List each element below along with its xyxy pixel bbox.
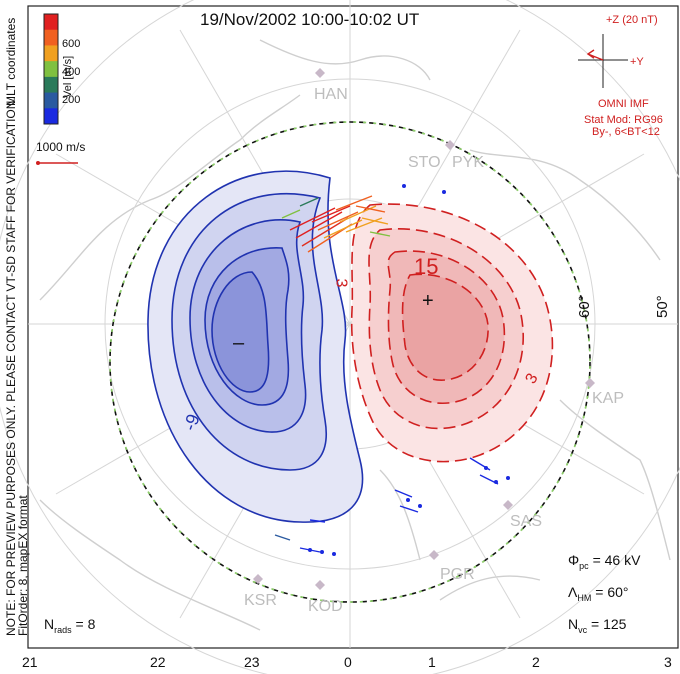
lambda-subscript: HM (577, 592, 592, 603)
color-scale-block (44, 29, 58, 46)
fit-order-note: FitOrder: 8, mapEX format (16, 495, 30, 636)
station-label: PGR (440, 566, 475, 583)
mlt-tick: 22 (150, 654, 166, 670)
nvc-subscript: vc (578, 624, 588, 635)
imf-condition: By-, 6<BT<12 (592, 126, 660, 138)
imf-model: Stat Mod: RG96 (584, 114, 663, 126)
color-scale-tick: 200 (62, 94, 81, 106)
vector-origins (308, 184, 510, 556)
color-scale-block (44, 108, 58, 125)
mlt-tick: 21 (22, 654, 38, 670)
station-label: PYK (452, 154, 485, 171)
latitude-label: 60° (576, 295, 593, 318)
mlt-tick: 1 (428, 654, 436, 670)
color-scale-block (44, 61, 58, 78)
cross-polar-potential: Φpc = 46 kV (568, 552, 640, 571)
potential-min-marker: – (233, 332, 245, 354)
coordinate-system-label: MLT coordinates (4, 17, 18, 106)
station-label: KAP (592, 390, 625, 407)
station-label: KOD (308, 598, 343, 615)
phi-symbol: Φ (568, 552, 580, 568)
map-title: 19/Nov/2002 10:00-10:02 UT (200, 10, 420, 29)
negative-potential-cell (147, 170, 364, 523)
color-scale-block (44, 45, 58, 62)
latitude-label: 50° (654, 295, 671, 318)
station-label: KSR (244, 592, 277, 609)
imf-source: OMNI IMF (598, 98, 649, 110)
lambda-value: = 60° (595, 584, 629, 600)
radar-count: Nrads = 8 (44, 616, 95, 635)
imf-z-label: +Z (20 nT) (606, 14, 658, 26)
station-label: HAN (314, 86, 348, 103)
color-scale-tick: 600 (62, 38, 81, 50)
potential-max-marker: + (422, 290, 434, 312)
heppner-maynard-boundary (109, 121, 591, 603)
station-label: STO (408, 154, 441, 171)
station-markers (253, 68, 595, 590)
boundary-fit-points (109, 121, 591, 603)
imf-y-label: +Y (630, 56, 644, 68)
nrads-value: = 8 (75, 616, 96, 632)
contour-label-positive: 3 (332, 278, 350, 288)
vector-count: Nvc = 125 (568, 616, 626, 635)
color-scale-block (44, 76, 58, 94)
positive-potential-cell (350, 203, 554, 463)
mlt-tick: 2 (532, 654, 540, 670)
color-scale-tick: 400 (62, 66, 81, 78)
hm-boundary-latitude: ΛHM = 60° (568, 584, 629, 603)
color-scale-block (44, 92, 58, 109)
contour-label-positive: 15 (414, 254, 439, 279)
nrads-symbol: N (44, 616, 55, 632)
imf-dial (578, 34, 628, 88)
color-scale-block (44, 14, 58, 31)
nvc-symbol: N (568, 616, 579, 632)
map-frame (27, 5, 679, 649)
velocity-vectors (274, 195, 499, 553)
mlt-tick: 3 (664, 654, 672, 670)
station-label: SAS (510, 513, 543, 530)
velocity-reference-label: 1000 m/s (36, 140, 86, 154)
lambda-symbol: Λ (568, 584, 578, 600)
velocity-color-scale (44, 14, 58, 125)
mlt-tick: 23 (244, 654, 260, 670)
color-scale-frame (43, 13, 59, 125)
velocity-reference-origin (36, 161, 40, 165)
mlt-tick: 0 (344, 654, 352, 670)
phi-subscript: pc (579, 560, 589, 571)
imf-vector (586, 49, 604, 61)
nrads-subscript: rads (54, 624, 72, 635)
coastlines (39, 39, 671, 631)
phi-value: = 46 kV (592, 552, 641, 568)
nvc-value: = 125 (591, 616, 627, 632)
